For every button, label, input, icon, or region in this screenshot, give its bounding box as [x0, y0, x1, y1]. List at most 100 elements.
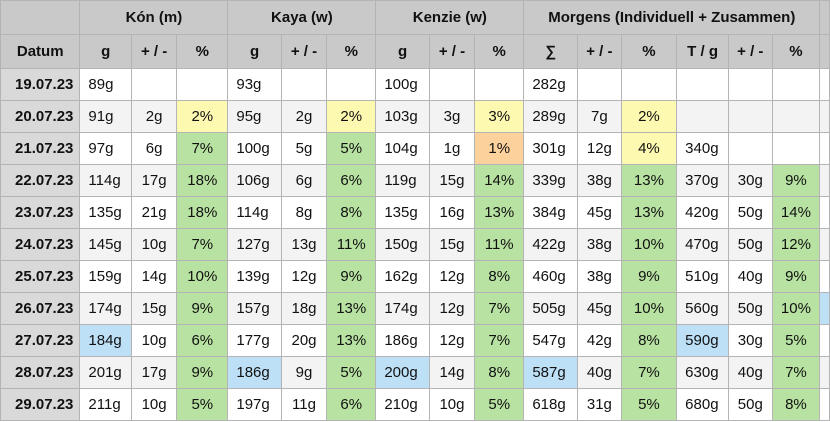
data-cell[interactable]: 12g: [428, 292, 476, 325]
data-cell[interactable]: 7%: [176, 228, 229, 261]
data-cell[interactable]: 18%: [176, 196, 229, 229]
data-cell[interactable]: 13g: [280, 228, 328, 261]
data-cell[interactable]: 340g: [676, 132, 729, 165]
data-cell[interactable]: [428, 68, 476, 101]
data-cell[interactable]: [577, 68, 622, 101]
data-cell[interactable]: 201g: [79, 356, 132, 389]
date-cell[interactable]: 29.07.23: [0, 388, 81, 421]
data-cell[interactable]: 339g: [523, 164, 579, 197]
data-cell[interactable]: 5%: [326, 132, 377, 165]
data-cell[interactable]: 547g: [523, 324, 579, 357]
overflow-cell[interactable]: [819, 196, 830, 229]
data-cell[interactable]: 177g: [227, 324, 282, 357]
data-cell[interactable]: 157g: [227, 292, 282, 325]
data-cell[interactable]: 3%: [474, 100, 525, 133]
data-cell[interactable]: 15g: [130, 292, 178, 325]
data-cell[interactable]: 91g: [79, 100, 132, 133]
data-cell[interactable]: 30g: [727, 164, 773, 197]
data-cell[interactable]: 587g: [523, 356, 579, 389]
data-cell[interactable]: 11%: [326, 228, 377, 261]
data-cell[interactable]: 18g: [280, 292, 328, 325]
data-cell[interactable]: [176, 68, 229, 101]
overflow-cell[interactable]: [819, 228, 830, 261]
data-cell[interactable]: 13%: [326, 292, 377, 325]
data-cell[interactable]: 119g: [375, 164, 430, 197]
data-cell[interactable]: 9%: [620, 260, 678, 293]
data-cell[interactable]: [771, 100, 821, 133]
data-cell[interactable]: 10%: [620, 292, 678, 325]
date-cell[interactable]: 24.07.23: [0, 228, 81, 261]
data-cell[interactable]: [280, 68, 328, 101]
data-cell[interactable]: 618g: [523, 388, 579, 421]
column-header[interactable]: + / -: [428, 34, 476, 69]
data-cell[interactable]: 145g: [79, 228, 132, 261]
data-cell[interactable]: 15g: [428, 164, 476, 197]
data-cell[interactable]: 14g: [428, 356, 476, 389]
data-cell[interactable]: 38g: [577, 228, 622, 261]
overflow-cell[interactable]: [819, 324, 830, 357]
data-cell[interactable]: 630g: [676, 356, 729, 389]
data-cell[interactable]: 14%: [474, 164, 525, 197]
overflow-cell[interactable]: [819, 292, 830, 325]
data-cell[interactable]: 14g: [130, 260, 178, 293]
data-cell[interactable]: 45g: [577, 292, 622, 325]
column-header[interactable]: [819, 34, 830, 69]
data-cell[interactable]: 45g: [577, 196, 622, 229]
data-cell[interactable]: 21g: [130, 196, 178, 229]
data-cell[interactable]: 16g: [428, 196, 476, 229]
column-header[interactable]: g: [227, 34, 282, 69]
data-cell[interactable]: [676, 100, 729, 133]
data-cell[interactable]: 13%: [326, 324, 377, 357]
data-cell[interactable]: 97g: [79, 132, 132, 165]
overflow-cell[interactable]: [819, 100, 830, 133]
overflow-cell[interactable]: [819, 388, 830, 421]
column-header[interactable]: + / -: [727, 34, 773, 69]
data-cell[interactable]: 40g: [727, 260, 773, 293]
data-cell[interactable]: 6g: [280, 164, 328, 197]
data-cell[interactable]: 10%: [620, 228, 678, 261]
data-cell[interactable]: [727, 68, 773, 101]
data-cell[interactable]: 18%: [176, 164, 229, 197]
data-cell[interactable]: 510g: [676, 260, 729, 293]
data-cell[interactable]: 590g: [676, 324, 729, 357]
column-header[interactable]: %: [620, 34, 678, 69]
data-cell[interactable]: 560g: [676, 292, 729, 325]
data-cell[interactable]: 106g: [227, 164, 282, 197]
data-cell[interactable]: 11g: [280, 388, 328, 421]
data-cell[interactable]: 8%: [620, 324, 678, 357]
data-cell[interactable]: 12g: [280, 260, 328, 293]
date-cell[interactable]: 19.07.23: [0, 68, 81, 101]
data-cell[interactable]: 470g: [676, 228, 729, 261]
data-cell[interactable]: 186g: [227, 356, 282, 389]
data-cell[interactable]: 9%: [771, 164, 821, 197]
data-cell[interactable]: 6%: [326, 388, 377, 421]
data-cell[interactable]: 17g: [130, 164, 178, 197]
data-cell[interactable]: 14%: [771, 196, 821, 229]
data-cell[interactable]: 9%: [771, 260, 821, 293]
data-cell[interactable]: 5%: [326, 356, 377, 389]
data-cell[interactable]: 15g: [428, 228, 476, 261]
data-cell[interactable]: 2%: [326, 100, 377, 133]
data-cell[interactable]: 20g: [280, 324, 328, 357]
data-cell[interactable]: 95g: [227, 100, 282, 133]
column-header[interactable]: T / g: [676, 34, 729, 69]
data-cell[interactable]: 50g: [727, 292, 773, 325]
data-cell[interactable]: 211g: [79, 388, 132, 421]
data-cell[interactable]: 7%: [474, 292, 525, 325]
data-cell[interactable]: 135g: [79, 196, 132, 229]
data-cell[interactable]: [727, 100, 773, 133]
column-header[interactable]: ∑: [523, 34, 579, 69]
overflow-cell[interactable]: [819, 260, 830, 293]
data-cell[interactable]: 7%: [176, 132, 229, 165]
column-header[interactable]: %: [771, 34, 821, 69]
data-cell[interactable]: 40g: [727, 356, 773, 389]
data-cell[interactable]: [620, 68, 678, 101]
data-cell[interactable]: 6%: [326, 164, 377, 197]
data-cell[interactable]: 5g: [280, 132, 328, 165]
date-cell[interactable]: 28.07.23: [0, 356, 81, 389]
column-header[interactable]: Datum: [0, 34, 81, 69]
data-cell[interactable]: 2g: [280, 100, 328, 133]
data-cell[interactable]: 3g: [428, 100, 476, 133]
data-cell[interactable]: [727, 132, 773, 165]
data-cell[interactable]: 5%: [474, 388, 525, 421]
